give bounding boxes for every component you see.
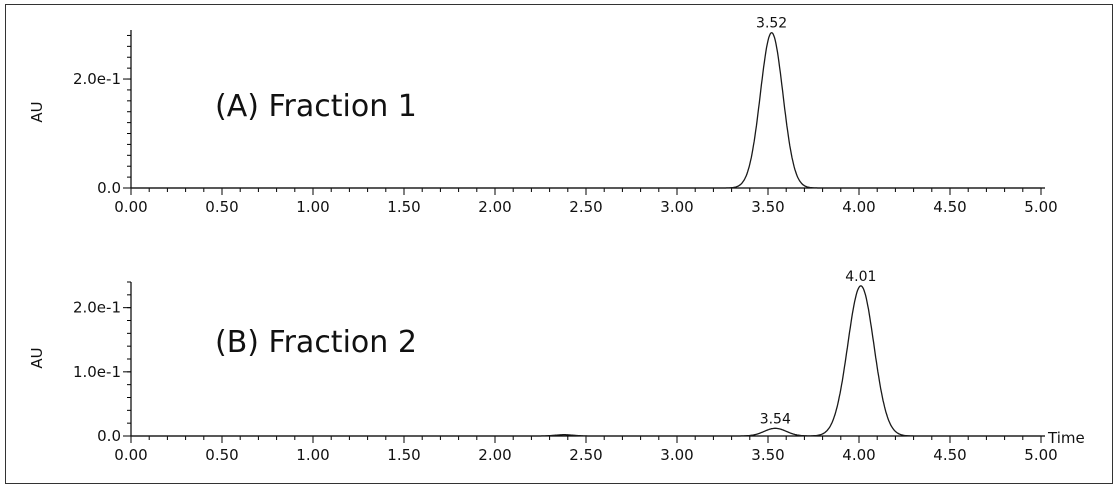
- panel-a-title: (A) Fraction 1: [215, 89, 417, 124]
- panel-a-y-tick-label: 0.0: [97, 179, 121, 197]
- panel-b-fraction-2: (B) Fraction 2 AU Time 0.00 0.50 1.00 1.50 2…: [28, 269, 1085, 464]
- panel-a-x-tick-label: 3.50: [751, 198, 784, 216]
- panel-a-y-tick-label: 2.0e-1: [73, 70, 121, 88]
- panel-a-x-tick-label: 5.00: [1024, 198, 1057, 216]
- panel-a-x-tick-label: 0.50: [205, 198, 238, 216]
- panel-b-x-tick-label: 0.50: [205, 446, 238, 464]
- panel-b-peak-label: 3.54: [760, 411, 791, 427]
- panel-b-title: (B) Fraction 2: [215, 325, 417, 360]
- panel-b-y-axis-title: AU: [28, 347, 46, 368]
- panel-a-y-axis-title: AU: [28, 101, 46, 122]
- figure-frame: [5, 4, 1113, 484]
- panel-b-peak-label: 4.01: [845, 269, 876, 285]
- panel-b-x-tick-label: 2.00: [478, 446, 511, 464]
- panel-b-x-tick-label: 3.00: [660, 446, 693, 464]
- panel-b-x-tick-label: 0.00: [114, 446, 147, 464]
- panel-a-x-tick-label: 4.50: [933, 198, 966, 216]
- panel-a-x-tick-label: 0.00: [114, 198, 147, 216]
- panel-b-y-tick-label: 0.0: [97, 427, 121, 445]
- panel-a-trace: [131, 31, 1041, 189]
- panel-b-x-tick-label: 5.00: [1024, 446, 1057, 464]
- panel-b-x-tick-label: 4.50: [933, 446, 966, 464]
- panel-a-x-tick-label: 3.00: [660, 198, 693, 216]
- panel-b-x-tick-label: 2.50: [569, 446, 602, 464]
- panel-a-x-tick-label: 2.50: [569, 198, 602, 216]
- panel-b-trace: [131, 285, 1041, 437]
- panel-b-x-tick-label: 1.00: [296, 446, 329, 464]
- panel-b-y-tick-label: 1.0e-1: [73, 363, 121, 381]
- panel-a-peak-label: 3.52: [756, 16, 787, 32]
- panel-b-x-axis-title: Time: [1047, 429, 1085, 447]
- panel-b-x-tick-label: 4.00: [842, 446, 875, 464]
- panel-b-x-tick-label: 3.50: [751, 446, 784, 464]
- panel-a-x-tick-label: 2.00: [478, 198, 511, 216]
- panel-a-fraction-1: (A) Fraction 1 AU 0.00 0.50 1.00 1.50 2.00 2.…: [28, 16, 1058, 216]
- panel-b-x-tick-label: 1.50: [387, 446, 420, 464]
- panel-a-x-tick-label: 4.00: [842, 198, 875, 216]
- panel-b-y-tick-label: 2.0e-1: [73, 299, 121, 317]
- panel-a-x-tick-label: 1.00: [296, 198, 329, 216]
- panel-a-x-tick-label: 1.50: [387, 198, 420, 216]
